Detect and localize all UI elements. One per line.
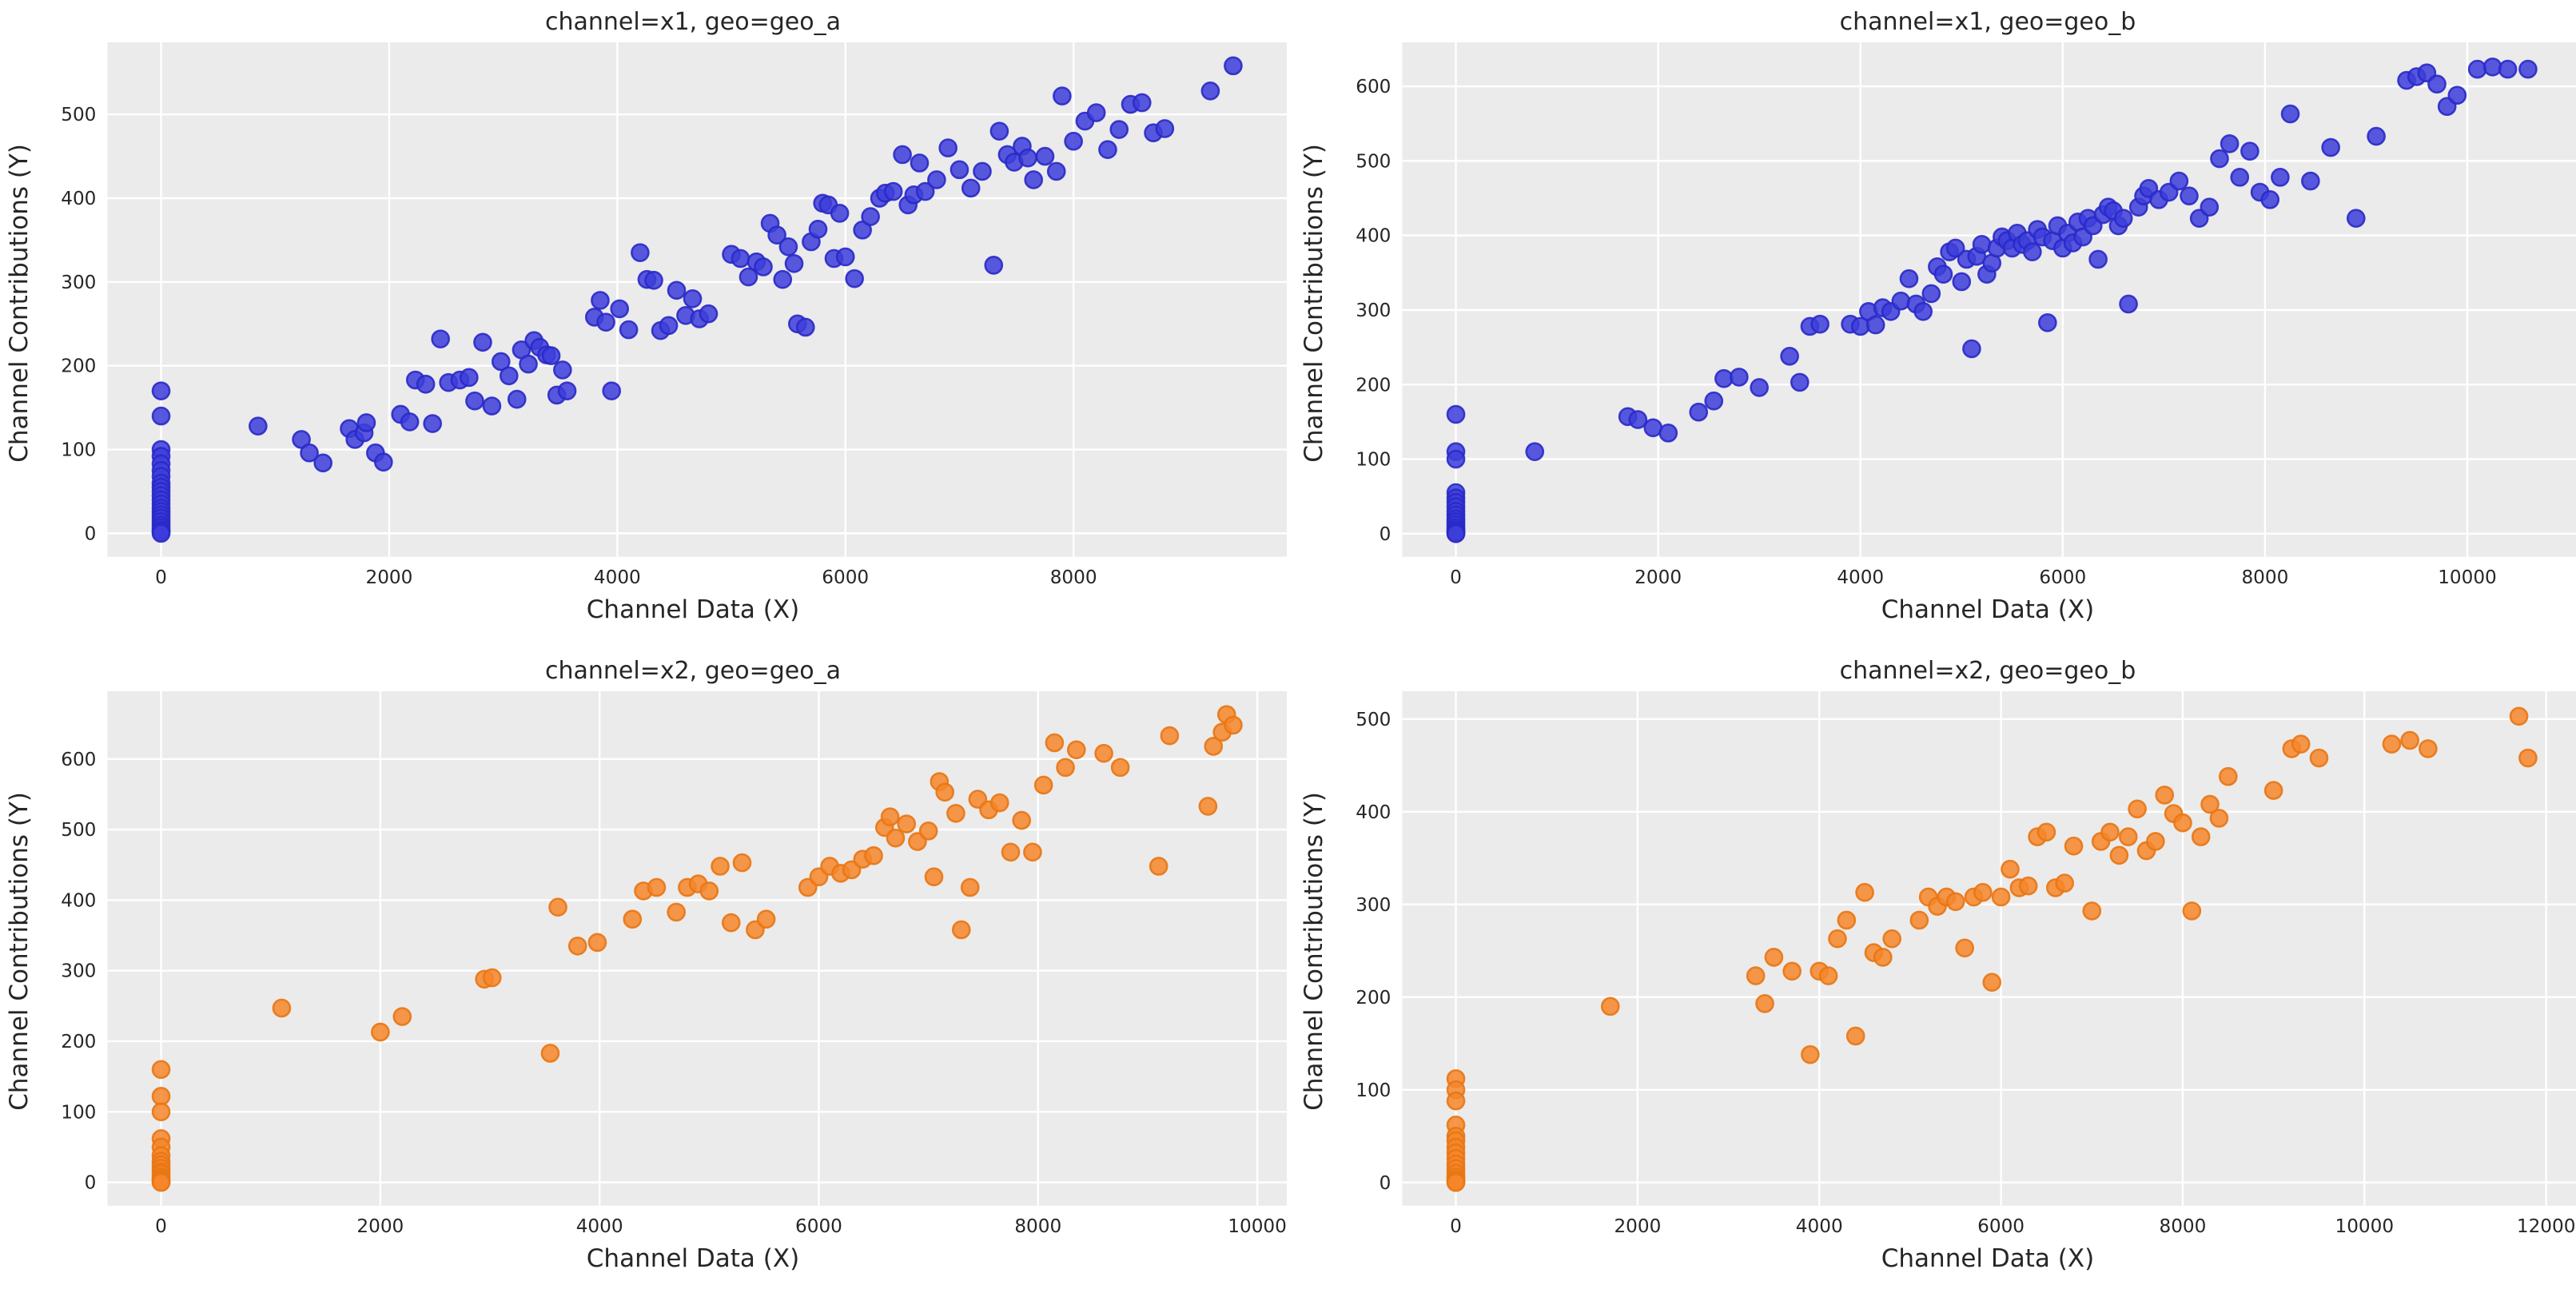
svg-text:6000: 6000 (822, 567, 869, 588)
plot-background (1402, 690, 2576, 1206)
subplot-channel-x2-geo-a: channel=x2, geo=geo_a Channel Contributi… (0, 649, 1295, 1297)
svg-text:400: 400 (1356, 802, 1391, 822)
tick-labels: 0 2000 4000 6000 8000 10000 0 100 200 300 400 500 60… (1356, 77, 2497, 588)
plot-background (1402, 42, 2576, 557)
plot-wrap: Channel Contributions (Y) 0 2000 4000 6000 8… (1299, 690, 2576, 1244)
scatter-plot: 0 2000 4000 6000 8000 0 100 200 300 400 500 (61, 42, 1287, 588)
svg-text:200: 200 (61, 1032, 96, 1052)
data-points (151, 56, 1243, 543)
x-axis-label: Channel Data (X) (586, 1243, 800, 1273)
svg-text:10000: 10000 (2438, 567, 2497, 588)
svg-text:0: 0 (85, 523, 97, 544)
svg-text:0: 0 (1380, 1172, 1392, 1193)
x-axis-label: Channel Data (X) (586, 595, 800, 624)
subplot-title: channel=x1, geo=geo_a (544, 8, 841, 36)
svg-text:100: 100 (61, 440, 96, 461)
svg-text:400: 400 (1356, 226, 1391, 247)
data-points (151, 704, 1243, 1192)
svg-text:300: 300 (61, 961, 96, 981)
svg-text:4000: 4000 (1837, 567, 1884, 588)
svg-text:0: 0 (155, 567, 167, 588)
svg-text:500: 500 (1356, 151, 1391, 172)
svg-text:300: 300 (1356, 300, 1391, 321)
svg-text:200: 200 (61, 356, 96, 377)
svg-text:6000: 6000 (795, 1215, 842, 1236)
grid-lines (1402, 690, 2576, 1206)
svg-text:4000: 4000 (1796, 1215, 1843, 1236)
svg-text:200: 200 (1356, 375, 1391, 396)
svg-text:2000: 2000 (1634, 567, 1682, 588)
subplot-title: channel=x2, geo=geo_a (544, 656, 841, 685)
x-axis-label: Channel Data (X) (1881, 595, 2095, 624)
svg-text:0: 0 (155, 1215, 167, 1236)
plot-wrap: Channel Contributions (Y) 0 2000 4000 6000 8… (5, 42, 1287, 595)
svg-text:600: 600 (61, 749, 96, 770)
svg-text:100: 100 (1356, 450, 1391, 471)
y-axis-label: Channel Contributions (Y) (5, 143, 34, 463)
svg-text:2000: 2000 (1614, 1215, 1661, 1236)
scatter-plot: 0 2000 4000 6000 8000 10000 0 100 200 300 400 500 60… (1356, 42, 2576, 588)
svg-text:4000: 4000 (594, 567, 641, 588)
svg-text:400: 400 (61, 890, 96, 911)
scatter-plot: 0 2000 4000 6000 8000 10000 12000 0 100 200 300 400… (1356, 690, 2576, 1236)
svg-text:12000: 12000 (2517, 1215, 2576, 1236)
svg-text:300: 300 (1356, 894, 1391, 915)
svg-text:300: 300 (61, 273, 96, 293)
svg-text:0: 0 (1450, 567, 1462, 588)
svg-text:6000: 6000 (2039, 567, 2086, 588)
plot-wrap: Channel Contributions (Y) 0 2000 4000 6000 8… (1300, 42, 2576, 595)
svg-text:2000: 2000 (356, 1215, 404, 1236)
svg-text:400: 400 (61, 189, 96, 209)
svg-text:10000: 10000 (1228, 1215, 1287, 1236)
svg-text:8000: 8000 (2241, 567, 2288, 588)
subplot-channel-x1-geo-a: channel=x1, geo=geo_a Channel Contributi… (0, 0, 1295, 649)
svg-text:8000: 8000 (2159, 1215, 2206, 1236)
svg-text:6000: 6000 (1977, 1215, 2025, 1236)
tick-labels: 0 2000 4000 6000 8000 0 100 200 300 400 500 (61, 105, 1097, 588)
subplot-title: channel=x2, geo=geo_b (1839, 656, 2136, 685)
svg-text:10000: 10000 (2335, 1215, 2394, 1236)
svg-text:500: 500 (1356, 709, 1391, 730)
svg-text:600: 600 (1356, 77, 1391, 97)
svg-text:200: 200 (1356, 987, 1391, 1008)
data-points (1446, 57, 2538, 543)
svg-text:500: 500 (61, 820, 96, 841)
subplot-channel-x1-geo-b: channel=x1, geo=geo_b Channel Contributi… (1295, 0, 2576, 649)
svg-text:4000: 4000 (576, 1215, 623, 1236)
subplot-channel-x2-geo-b: channel=x2, geo=geo_b Channel Contributi… (1295, 649, 2576, 1297)
subplot-title: channel=x1, geo=geo_b (1839, 8, 2136, 36)
svg-text:100: 100 (1356, 1080, 1391, 1100)
svg-text:0: 0 (1380, 524, 1392, 545)
y-axis-label: Channel Contributions (Y) (1299, 143, 1328, 463)
y-axis-label: Channel Contributions (Y) (1299, 792, 1328, 1111)
y-axis-label: Channel Contributions (Y) (5, 792, 34, 1111)
svg-text:0: 0 (85, 1172, 97, 1193)
data-points (1446, 706, 2538, 1192)
svg-text:2000: 2000 (366, 567, 413, 588)
tick-labels: 0 2000 4000 6000 8000 10000 12000 0 100 200 300 400… (1356, 709, 2575, 1236)
svg-text:100: 100 (61, 1102, 96, 1123)
grid-lines (1402, 42, 2576, 557)
scatter-plot: 0 2000 4000 6000 8000 10000 0 100 200 300 400 500 60… (61, 690, 1287, 1236)
x-axis-label: Channel Data (X) (1881, 1243, 2095, 1273)
plot-background (107, 690, 1287, 1206)
svg-text:8000: 8000 (1050, 567, 1097, 588)
svg-text:8000: 8000 (1014, 1215, 1061, 1236)
tick-labels: 0 2000 4000 6000 8000 10000 0 100 200 300 400 500 60… (61, 749, 1287, 1236)
svg-text:0: 0 (1450, 1215, 1462, 1236)
svg-text:500: 500 (61, 105, 96, 125)
grid-lines (107, 690, 1287, 1206)
plot-wrap: Channel Contributions (Y) 0 2000 4000 6000 8… (5, 690, 1287, 1244)
